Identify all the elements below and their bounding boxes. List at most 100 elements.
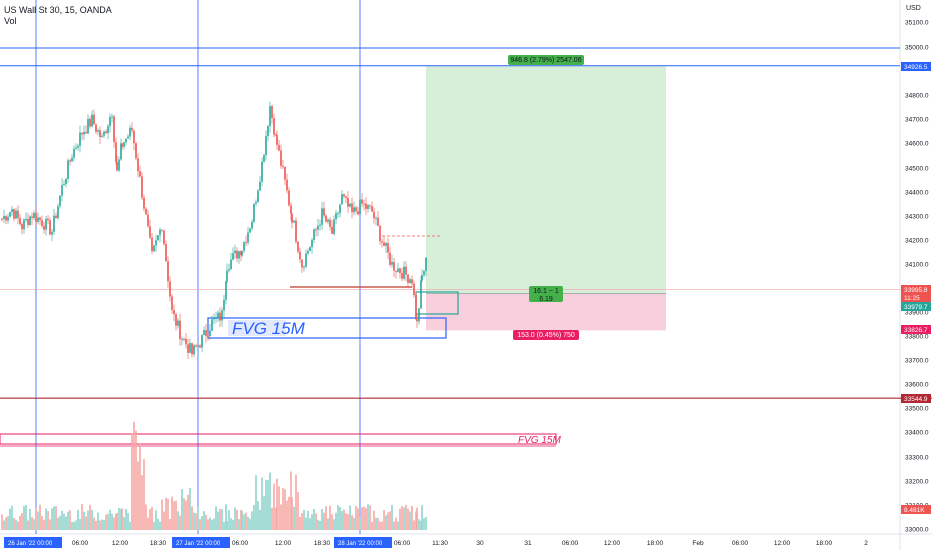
candle-body[interactable] <box>219 312 221 321</box>
candle-body[interactable] <box>211 319 213 331</box>
candle-body[interactable] <box>79 132 81 146</box>
candle-body[interactable] <box>141 176 143 198</box>
candle-body[interactable] <box>139 171 141 177</box>
candle-body[interactable] <box>411 279 413 284</box>
candle-body[interactable] <box>351 203 353 213</box>
candle-body[interactable] <box>63 184 65 186</box>
candle-body[interactable] <box>57 206 59 219</box>
candle-body[interactable] <box>61 185 63 196</box>
candle-body[interactable] <box>145 208 147 215</box>
candle-body[interactable] <box>341 194 343 205</box>
candle-body[interactable] <box>363 203 365 205</box>
candle-body[interactable] <box>367 205 369 209</box>
candle-body[interactable] <box>123 142 125 147</box>
candle-body[interactable] <box>129 127 131 137</box>
candle-body[interactable] <box>240 251 242 256</box>
candle-body[interactable] <box>116 161 118 171</box>
candle-body[interactable] <box>33 213 35 218</box>
countdown-badge[interactable] <box>901 293 931 302</box>
candle-body[interactable] <box>323 208 325 216</box>
candle-body[interactable] <box>127 136 129 139</box>
candle-body[interactable] <box>125 138 127 143</box>
candle-body[interactable] <box>365 203 367 209</box>
candle-body[interactable] <box>99 130 101 138</box>
candle-body[interactable] <box>71 157 73 162</box>
candle-body[interactable] <box>379 225 381 242</box>
candle-body[interactable] <box>243 242 245 251</box>
candle-body[interactable] <box>345 196 347 198</box>
candle-body[interactable] <box>347 197 349 207</box>
candle-body[interactable] <box>151 237 153 252</box>
candle-body[interactable] <box>111 116 113 118</box>
candle-body[interactable] <box>425 257 427 271</box>
candle-body[interactable] <box>177 320 179 326</box>
candle-body[interactable] <box>263 155 265 162</box>
candle-body[interactable] <box>286 179 288 191</box>
candle-body[interactable] <box>137 158 139 172</box>
candle-body[interactable] <box>307 251 309 254</box>
candle-body[interactable] <box>19 218 21 225</box>
candle-body[interactable] <box>225 281 227 300</box>
candle-body[interactable] <box>413 283 415 296</box>
candle-body[interactable] <box>407 274 409 283</box>
candle-body[interactable] <box>77 145 79 148</box>
candle-body[interactable] <box>113 116 115 143</box>
candle-body[interactable] <box>191 343 193 355</box>
candle-body[interactable] <box>115 142 117 162</box>
candle-body[interactable] <box>81 132 83 135</box>
candle-body[interactable] <box>41 220 43 226</box>
candle-body[interactable] <box>205 330 207 336</box>
candle-body[interactable] <box>423 270 425 276</box>
candle-body[interactable] <box>215 317 217 319</box>
candle-body[interactable] <box>167 261 169 282</box>
candle-body[interactable] <box>375 217 377 219</box>
candle-body[interactable] <box>29 216 31 225</box>
candle-body[interactable] <box>391 262 393 265</box>
candle-body[interactable] <box>37 217 39 222</box>
candle-body[interactable] <box>353 207 355 213</box>
candle-body[interactable] <box>253 203 255 222</box>
candle-body[interactable] <box>25 219 27 221</box>
candle-body[interactable] <box>187 344 189 353</box>
candle-body[interactable] <box>228 269 230 271</box>
candle-body[interactable] <box>75 147 77 149</box>
candle-body[interactable] <box>255 201 257 204</box>
fvg-15m-box[interactable] <box>207 317 447 339</box>
candle-body[interactable] <box>245 242 247 244</box>
candle-body[interactable] <box>91 114 93 127</box>
candle-body[interactable] <box>265 136 267 156</box>
candle-body[interactable] <box>87 118 89 134</box>
candle-body[interactable] <box>193 345 195 355</box>
stop-price-badge[interactable] <box>901 325 931 334</box>
candle-body[interactable] <box>153 245 155 252</box>
candle-body[interactable] <box>276 135 278 145</box>
candle-body[interactable] <box>387 243 389 253</box>
candle-body[interactable] <box>288 190 290 206</box>
candle-body[interactable] <box>295 220 297 242</box>
candle-body[interactable] <box>147 214 149 227</box>
candle-body[interactable] <box>157 235 159 241</box>
candle-body[interactable] <box>23 219 25 230</box>
candle-body[interactable] <box>5 216 7 221</box>
candle-body[interactable] <box>47 218 49 221</box>
candle-body[interactable] <box>121 143 123 147</box>
candle-body[interactable] <box>317 225 319 230</box>
candle-body[interactable] <box>213 318 215 320</box>
candle-body[interactable] <box>93 114 95 125</box>
candle-body[interactable] <box>109 117 111 127</box>
candle-body[interactable] <box>397 268 399 272</box>
session-date-badge-1[interactable] <box>4 537 62 548</box>
candle-body[interactable] <box>165 244 167 262</box>
candle-body[interactable] <box>17 210 19 219</box>
candle-body[interactable] <box>55 215 57 219</box>
candle-body[interactable] <box>327 219 329 222</box>
candle-body[interactable] <box>197 345 199 347</box>
candle-body[interactable] <box>27 219 29 225</box>
candle-body[interactable] <box>89 118 91 127</box>
candle-body[interactable] <box>155 240 157 246</box>
candle-body[interactable] <box>301 259 303 268</box>
candle-body[interactable] <box>217 312 219 318</box>
candle-body[interactable] <box>95 124 97 132</box>
candle-body[interactable] <box>343 194 345 197</box>
candle-body[interactable] <box>43 225 45 230</box>
